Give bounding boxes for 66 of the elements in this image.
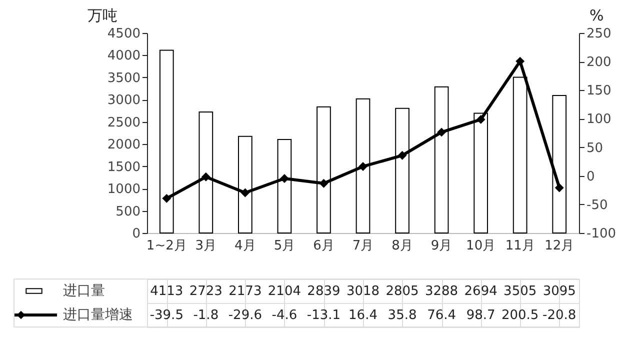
x-tick-label: 5月 xyxy=(274,238,296,254)
data-label: 4113 xyxy=(150,284,184,299)
y-tick-label: 2000 xyxy=(107,138,140,153)
point xyxy=(516,56,525,66)
data-label: 3505 xyxy=(504,284,537,299)
data-label: 3095 xyxy=(542,284,576,299)
data-label: 2694 xyxy=(464,284,498,299)
y-tick-label: 500 xyxy=(116,204,140,220)
y-tick-label: 2500 xyxy=(107,115,140,130)
x-tick-label: 8月 xyxy=(392,238,413,254)
data-label: 2723 xyxy=(189,284,222,299)
y2-axis-title: % xyxy=(590,6,604,24)
point xyxy=(437,128,446,137)
data-label: 200.5 xyxy=(501,308,539,323)
point xyxy=(201,172,210,182)
y2-tick-label: 50 xyxy=(586,140,604,156)
point xyxy=(358,162,368,171)
x-tick-label: 6月 xyxy=(313,238,334,254)
y2-tick-label: 150 xyxy=(586,84,612,99)
y-axis-title: 万吨 xyxy=(88,6,118,24)
data-label: 98.7 xyxy=(466,308,496,323)
y2-tick-label: 0 xyxy=(586,169,595,184)
x-tick-label: 7月 xyxy=(352,238,374,254)
legend-label: 进口量 xyxy=(63,283,105,299)
x-tick-label: 4月 xyxy=(234,238,256,254)
data-label: -39.5 xyxy=(150,308,184,323)
x-tick-label: 1~2月 xyxy=(146,238,187,254)
legend-label: 进口量增速 xyxy=(63,307,133,323)
x-tick-label: 10月 xyxy=(466,238,496,254)
data-label: 3288 xyxy=(425,284,458,299)
y-tick-label: 0 xyxy=(132,226,140,242)
point xyxy=(554,183,564,192)
point xyxy=(398,150,407,160)
y2-tick-label: -50 xyxy=(586,198,608,213)
data-label: -20.8 xyxy=(542,308,576,323)
y-tick-label: 1500 xyxy=(107,160,140,175)
y-tick-label: 4000 xyxy=(107,48,140,64)
y2-tick-label: 100 xyxy=(586,112,612,128)
data-label: 2839 xyxy=(307,284,340,299)
x-tick-label: 12月 xyxy=(544,238,574,254)
y-tick-label: 3000 xyxy=(107,93,140,108)
data-label: -13.1 xyxy=(306,308,341,323)
data-label: -29.6 xyxy=(228,308,262,323)
data-label: 3018 xyxy=(346,284,380,299)
data-label: 2173 xyxy=(228,284,262,299)
point xyxy=(280,174,289,183)
x-tick-label: 9月 xyxy=(430,238,452,254)
y2-tick-label: 200 xyxy=(586,55,612,70)
data-label: -1.8 xyxy=(193,308,219,323)
point xyxy=(162,194,172,203)
x-tick-label: 11月 xyxy=(505,238,535,254)
y-tick-label: 1000 xyxy=(107,182,140,198)
x-tick-label: 3月 xyxy=(195,238,217,254)
point xyxy=(476,114,486,124)
data-label: -4.6 xyxy=(272,308,298,323)
data-label: 2104 xyxy=(268,284,301,299)
point xyxy=(319,178,328,188)
y2-tick-label: -100 xyxy=(586,226,616,242)
data-label: 35.8 xyxy=(388,308,417,323)
data-label: 16.4 xyxy=(348,308,378,323)
point xyxy=(240,188,250,198)
y-tick-label: 3500 xyxy=(107,70,140,86)
data-label: 2805 xyxy=(386,284,419,299)
data-label: 76.4 xyxy=(427,308,456,323)
y-tick-label: 4500 xyxy=(107,26,140,42)
y2-tick-label: 250 xyxy=(586,26,612,42)
